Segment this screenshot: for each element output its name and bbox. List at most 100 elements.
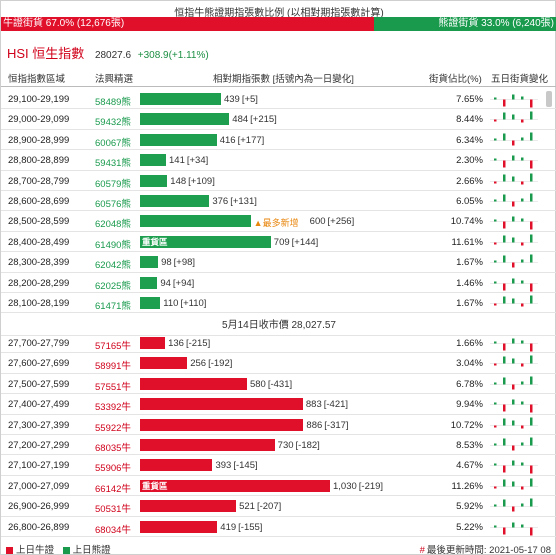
- row-contracts-bar: [140, 195, 210, 207]
- legend: 上日牛證 上日熊證: [6, 542, 111, 555]
- sparkline-bar: [503, 174, 506, 182]
- header-five-day: 五日街貨變化: [491, 74, 549, 85]
- row-contracts-bar: 重貨區: [140, 235, 271, 248]
- contracts-qty: 600: [309, 216, 326, 228]
- five-day-sparkline: [490, 216, 538, 230]
- five-day-sparkline: [490, 437, 538, 451]
- row-warrant-code-link[interactable]: 57165牛: [95, 341, 131, 352]
- sparkline-bar: [530, 417, 533, 426]
- row-range: 28,200-28,299: [8, 277, 70, 289]
- contracts-qty: 1,030: [333, 480, 357, 492]
- five-day-sparkline: [490, 460, 538, 474]
- table-row: 28,500-28,599 62048熊 ▲最多新增 600 [+256] 10.74%: [1, 211, 556, 232]
- contracts-delta: [+34]: [186, 155, 209, 167]
- index-name[interactable]: HSI 恒生指數: [7, 46, 85, 61]
- sparkline-bar: [530, 343, 533, 352]
- table-row: 28,700-28,799 60579熊 148 [+109] 2.66%: [1, 171, 556, 191]
- row-warrant-code-link[interactable]: 58489熊: [95, 97, 131, 108]
- five-day-sparkline: [490, 155, 538, 169]
- row-share-pct: 7.65%: [456, 94, 483, 105]
- row-warrant-code-link[interactable]: 59432熊: [95, 117, 131, 129]
- header-share: 街貨佔比(%): [429, 74, 482, 85]
- row-warrant-code-link[interactable]: 62042熊: [95, 260, 131, 272]
- table-row: 28,600-28,699 60576熊 376 [+131] 6.05%: [1, 191, 556, 212]
- contracts-delta: [-192]: [208, 358, 233, 370]
- row-share-pct: 1.66%: [456, 338, 483, 349]
- update-text: 最後更新時間: 2021-05-17 08: [426, 545, 551, 555]
- sparkline-bar: [512, 460, 515, 466]
- table-row: 28,400-28,499 61490熊 重貨區 709 [+144] 11.61%: [1, 232, 556, 253]
- index-value: 28027.6: [94, 50, 132, 61]
- sparkline-bar: [512, 338, 515, 344]
- contracts-delta: [+177]: [237, 134, 265, 146]
- row-range: 27,300-27,399: [8, 419, 70, 431]
- sparkline-bar: [503, 418, 506, 426]
- contracts-qty: 148: [170, 175, 187, 187]
- row-warrant-code-link[interactable]: 58991牛: [95, 361, 131, 373]
- row-warrant-code-link[interactable]: 61471熊: [95, 301, 131, 312]
- five-day-sparkline: [490, 417, 538, 429]
- row-range: 27,700-27,799: [8, 338, 70, 349]
- row-warrant-code-link[interactable]: 66142牛: [95, 483, 131, 495]
- row-warrant-code-link[interactable]: 57551牛: [95, 381, 131, 393]
- contracts-delta: [-155]: [238, 521, 263, 533]
- row-warrant-code-link[interactable]: 62025熊: [95, 280, 131, 292]
- row-contracts-value: 709 [+144]: [274, 237, 319, 248]
- sparkline-bar: [503, 377, 506, 385]
- row-share-pct: 6.05%: [456, 196, 483, 207]
- row-warrant-code-link[interactable]: 62048熊: [95, 219, 131, 231]
- contracts-qty: 136: [168, 338, 184, 349]
- table-header: 恒指指數區域 法興精選 相對期指張數 [括號內為一日變化] 街貨佔比(%) 五日…: [1, 67, 556, 87]
- row-warrant-code-link[interactable]: 60067熊: [95, 137, 131, 149]
- row-warrant-code-link[interactable]: 55922牛: [95, 422, 131, 434]
- table-row: 28,900-28,999 60067熊 416 [+177] 6.34%: [1, 130, 556, 151]
- row-range: 29,100-29,199: [8, 94, 70, 105]
- sparkline-bar: [530, 498, 533, 507]
- update-marker: #: [419, 545, 425, 555]
- row-contracts-bar: [140, 133, 217, 146]
- sparkline-bar: [494, 402, 497, 405]
- row-contracts-value: 256 [-192]: [190, 358, 232, 369]
- row-warrant-code-link[interactable]: 55906牛: [95, 463, 131, 475]
- sparkline-bar: [512, 176, 515, 182]
- row-contracts-value: 141 [+34]: [169, 155, 208, 166]
- row-range: 27,000-27,099: [8, 480, 70, 492]
- row-share-pct: 10.72%: [450, 419, 483, 431]
- table-row: 28,200-28,299 62025熊 94 [+94] 1.46%: [1, 273, 556, 293]
- row-warrant-code-link[interactable]: 68034牛: [95, 524, 131, 536]
- legend-bear-label: 上日熊證: [72, 545, 111, 555]
- legend-bull-label: 上日牛證: [16, 545, 55, 555]
- sparkline-bar: [530, 160, 533, 169]
- row-range: 27,600-27,699: [8, 358, 70, 370]
- sparkline-bar: [512, 278, 515, 284]
- row-warrant-code-link[interactable]: 59431熊: [95, 158, 131, 170]
- row-warrant-code-link[interactable]: 50531牛: [95, 504, 131, 516]
- sparkline-bar: [530, 527, 533, 536]
- last-update: # 最後更新時間: 2021-05-17 08: [420, 542, 551, 555]
- row-contracts-value: 521 [-207]: [239, 501, 281, 512]
- row-warrant-code-link[interactable]: 60576熊: [95, 199, 131, 210]
- row-warrant-code-link[interactable]: 68035牛: [95, 443, 131, 454]
- row-range: 26,800-26,899: [8, 521, 70, 533]
- scrollbar-thumb-top[interactable]: [546, 91, 552, 107]
- sparkline-bar: [503, 465, 506, 473]
- contracts-qty: 393: [215, 460, 232, 472]
- contracts-qty: 580: [249, 378, 266, 390]
- row-warrant-code-link[interactable]: 60579熊: [95, 178, 131, 190]
- sparkline-bar: [494, 486, 497, 489]
- sparkline-bar: [521, 198, 524, 202]
- row-share-pct: 11.26%: [451, 480, 483, 492]
- row-warrant-code-link[interactable]: 53392牛: [95, 402, 131, 414]
- row-contracts-value: 110 [+110]: [163, 298, 206, 309]
- sparkline-bar: [503, 194, 506, 202]
- sparkline-bar: [530, 99, 533, 108]
- contracts-qty: 730: [277, 440, 294, 451]
- row-warrant-code-link[interactable]: 61490熊: [95, 239, 131, 251]
- row-share-pct: 6.78%: [456, 378, 483, 390]
- sparkline-bar: [521, 181, 524, 185]
- contracts-delta: [-421]: [323, 399, 349, 411]
- sparkline-bar: [494, 119, 497, 122]
- sparkline-bar: [503, 112, 506, 120]
- row-range: 27,100-27,199: [8, 460, 70, 472]
- sparkline-bar: [530, 254, 533, 263]
